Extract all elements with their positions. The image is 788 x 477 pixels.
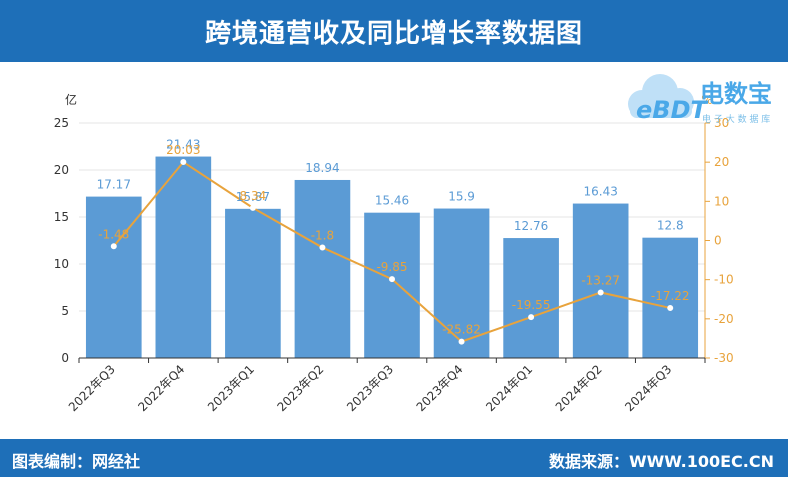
bar <box>225 208 281 358</box>
x-tick-label: 2022年Q4 <box>135 362 187 414</box>
page-title: 跨境通营收及同比增长率数据图 <box>204 18 583 49</box>
rate-point <box>597 289 604 296</box>
rate-value-label: 8.34 <box>240 189 267 203</box>
x-tick-label: 2023年Q4 <box>414 362 466 414</box>
rate-point <box>667 304 674 311</box>
bar-value-label: 15.46 <box>375 194 409 208</box>
y-right-tick-label: -10 <box>714 273 734 287</box>
bar-value-label: 17.17 <box>97 178 131 192</box>
bar <box>433 208 490 358</box>
x-tick-label: 2024年Q1 <box>483 362 535 414</box>
y-right-unit-label: % <box>701 93 712 107</box>
rate-value-label: -13.27 <box>581 273 620 287</box>
rate-value-label: -25.82 <box>442 323 481 337</box>
cloud-icon <box>628 74 694 118</box>
bar <box>572 203 629 358</box>
bar-value-label: 12.8 <box>657 219 684 233</box>
y-right-tick-label: 0 <box>714 234 722 248</box>
bar-value-label: 15.87 <box>236 190 270 204</box>
footer-credit: 图表编制：网经社 <box>12 452 141 471</box>
logo-name: 电数宝 <box>700 80 772 108</box>
y-left-tick-label: 25 <box>54 116 69 130</box>
bar <box>294 179 351 358</box>
x-tick-label: 2023年Q2 <box>275 362 327 414</box>
rate-point <box>319 244 326 251</box>
rate-value-label: -17.22 <box>651 289 690 303</box>
rate-point <box>528 314 535 321</box>
rate-point <box>110 243 117 250</box>
y-left-tick-label: 0 <box>61 351 69 365</box>
rate-point <box>389 276 395 283</box>
rate-value-label: -1.8 <box>311 229 334 243</box>
rate-point <box>180 159 187 166</box>
bar-value-label: 18.94 <box>305 161 339 175</box>
chart-area: 0 5 10 15 20 25 -30 -20 -10 0 10 20 30 亿% 2022年Q3 2022年… <box>0 62 788 439</box>
rate-value-label: -1.48 <box>98 227 129 241</box>
logo: eBDT 电数宝 电 子 大 数 据 库 <box>628 74 772 125</box>
x-tick-label: 2023年Q1 <box>205 362 257 414</box>
rate-value-label: 20.03 <box>166 143 200 157</box>
bar-value-label: 12.76 <box>514 219 548 233</box>
logo-sub: 电 子 大 数 据 库 <box>702 113 770 125</box>
y-left-tick-label: 5 <box>61 304 69 318</box>
header-bar: 跨境通营收及同比增长率数据图 <box>0 0 788 62</box>
y-right-tick-label: -20 <box>714 312 734 326</box>
x-tick-label: 2024年Q2 <box>553 362 605 414</box>
bar <box>364 212 420 358</box>
x-tick-label: 2024年Q3 <box>622 362 674 414</box>
rate-point <box>458 338 465 345</box>
x-tick-label: 2023年Q3 <box>344 362 396 414</box>
footer-bar: 图表编制：网经社 数据来源：WWW.100EC.CN <box>0 439 788 477</box>
rate-point <box>249 204 256 211</box>
chart-svg: 0 5 10 15 20 25 -30 -20 -10 0 10 20 30 亿 % 2022年Q3 2022年… <box>54 92 734 414</box>
y-right-tick-label: 30 <box>714 116 729 130</box>
bar <box>85 196 142 358</box>
footer-source: 数据来源：WWW.100EC.CN <box>548 452 774 471</box>
y-right-tick-label: 20 <box>714 155 729 169</box>
y-left-tick-label: 10 <box>54 257 69 271</box>
bar <box>155 156 212 358</box>
rate-value-label: -19.55 <box>512 298 551 312</box>
logo-mark: eBDT <box>636 96 708 124</box>
y-left-tick-label: 20 <box>54 163 69 177</box>
x-tick-label: 2022年Q3 <box>66 362 118 414</box>
bar-value-label: 15.9 <box>448 190 475 204</box>
bar <box>642 237 699 358</box>
rate-value-label: -9.85 <box>376 260 407 274</box>
bar <box>503 238 559 358</box>
bar-value-label: 16.43 <box>583 185 617 199</box>
y-left-unit-label: 亿 <box>65 92 77 107</box>
y-right-tick-label: 10 <box>714 194 729 208</box>
bar-value-label: 21.43 <box>166 138 200 152</box>
y-left-tick-label: 15 <box>54 210 69 224</box>
y-right-tick-label: -30 <box>714 351 734 365</box>
